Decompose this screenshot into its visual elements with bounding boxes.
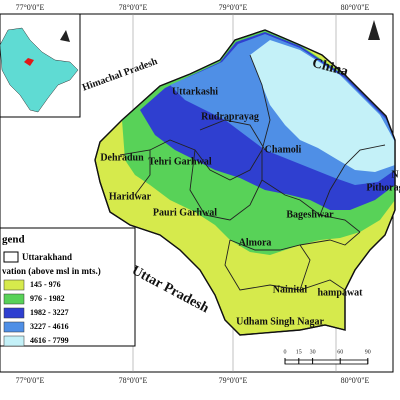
- scale-bar: 0 15 30 60 90: [284, 349, 371, 365]
- legend-swatch: [3, 293, 25, 305]
- legend-swatch: [3, 321, 25, 333]
- legend-state: Uttarakhand: [22, 252, 72, 262]
- legend: gend Uttarakhand vation (above msl in mts.…: [0, 227, 136, 347]
- legend-swatch: [3, 307, 25, 319]
- place-label: N: [391, 169, 399, 180]
- place-label: hampawat: [317, 287, 363, 298]
- longitude-label: 79°0'0"E: [219, 376, 248, 385]
- place-label: Bageshwar: [286, 209, 334, 220]
- place-label: Dehradun: [100, 152, 144, 163]
- inset-map: [0, 13, 81, 118]
- legend-title: gend: [2, 234, 25, 246]
- longitude-label: 80°0'0"E: [341, 376, 370, 385]
- legend-swatch: [3, 279, 25, 291]
- place-label: Pithorag: [366, 182, 400, 193]
- place-label: Haridwar: [109, 191, 152, 202]
- longitude-label: 79°0'0"E: [219, 3, 248, 12]
- scale-tick-label: 0: [284, 349, 287, 355]
- place-label: Uttarkashi: [172, 86, 218, 97]
- longitude-label: 77°0'0"E: [16, 376, 45, 385]
- place-label: Nainital: [273, 284, 308, 295]
- scale-tick-label: 15: [296, 349, 302, 355]
- place-label: Chamoli: [265, 144, 302, 155]
- scale-bar-body: [284, 359, 369, 365]
- scale-tick-label: 90: [365, 349, 371, 355]
- legend-label: 976 - 1982: [30, 294, 65, 303]
- scale-tick-label: 30: [310, 349, 316, 355]
- longitude-label: 78°0'0"E: [119, 376, 148, 385]
- north-arrow: [368, 20, 380, 40]
- legend-label: 1982 - 3227: [30, 308, 69, 317]
- place-label: Udham Singh Nagar: [236, 316, 324, 327]
- legend-swatch: [3, 335, 25, 347]
- legend-label: 145 - 976: [30, 280, 61, 289]
- longitude-label: 78°0'0"E: [119, 3, 148, 12]
- place-label: Almora: [239, 237, 272, 248]
- longitude-label: 77°0'0"E: [16, 3, 45, 12]
- scale-tick-label: 60: [337, 349, 343, 355]
- longitude-label: 80°0'0"E: [341, 3, 370, 12]
- place-label: Rudraprayag: [201, 111, 259, 122]
- legend-subtitle: vation (above msl in mts.): [2, 266, 101, 276]
- place-label: Pauri Garhwal: [153, 207, 217, 218]
- legend-label: 3227 - 4616: [30, 322, 69, 331]
- place-label: Tehri Garhwal: [148, 156, 211, 167]
- state-map: [94, 29, 396, 336]
- legend-swatch: [3, 251, 19, 263]
- legend-label: 4616 - 7799: [30, 336, 69, 345]
